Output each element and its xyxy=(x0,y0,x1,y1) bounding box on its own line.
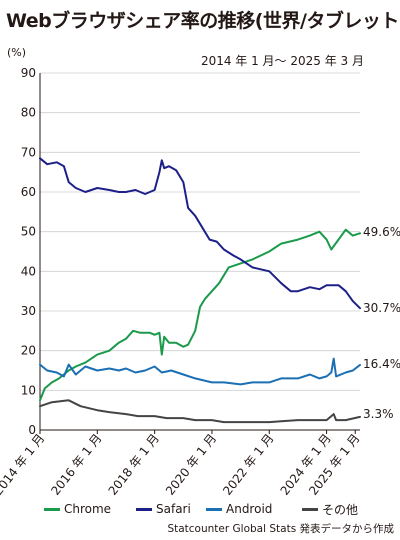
series-line-1 xyxy=(39,228,361,402)
series-line-2 xyxy=(39,157,361,310)
grid-lines xyxy=(40,72,360,391)
x-tick-label: 2016 年 1 月 xyxy=(48,431,104,498)
legend-label: その他 xyxy=(322,502,359,517)
legend-label: Safari xyxy=(156,502,191,516)
legend-swatch xyxy=(206,507,222,511)
x-tick-label: 2018 年 1 月 xyxy=(106,431,162,498)
x-tick-label: 2014 年 1 月 xyxy=(0,431,47,498)
series-lines xyxy=(39,157,361,424)
source-note: Statcounter Global Stats 発表データから作成 xyxy=(167,523,394,535)
y-tick-label: 40 xyxy=(21,264,36,278)
y-tick-label: 50 xyxy=(21,225,36,239)
period-label: 2014 年 1 月〜 2025 年 3 月 xyxy=(200,54,364,68)
end-value-label: 49.6% xyxy=(363,225,400,239)
legend-label: Chrome xyxy=(64,502,112,516)
series-line-3 xyxy=(39,357,361,386)
legend-item: Safari xyxy=(136,500,191,518)
end-value-label: 16.4% xyxy=(363,357,400,371)
y-tick-label: 20 xyxy=(21,344,36,358)
y-tick-label: 0 xyxy=(28,423,36,437)
chart-title: Webブラウザシェア率の推移(世界/タブレット) xyxy=(6,10,400,32)
legend: Chrome Safari Android その他 xyxy=(44,500,394,518)
legend-item: Chrome xyxy=(44,500,111,518)
axes xyxy=(39,73,360,434)
end-value-label: 3.3% xyxy=(363,407,394,421)
legend-swatch xyxy=(302,507,318,511)
x-tick-label: 2020 年 1 月 xyxy=(163,431,219,498)
y-tick-label: 90 xyxy=(21,66,36,80)
legend-label: Android xyxy=(226,502,273,516)
legend-item: Android xyxy=(206,500,272,518)
legend-swatch xyxy=(136,507,152,511)
end-value-label: 30.7% xyxy=(363,301,400,315)
legend-swatch xyxy=(44,507,60,511)
y-axis-unit: (%) xyxy=(7,46,27,59)
y-tick-label: 80 xyxy=(21,106,36,120)
y-tick-label: 30 xyxy=(21,304,36,318)
y-tick-label: 10 xyxy=(21,383,36,397)
series-line-4 xyxy=(39,399,361,424)
x-tick-label: 2022 年 1 月 xyxy=(220,431,276,498)
y-tick-label: 70 xyxy=(21,145,36,159)
y-tick-label: 60 xyxy=(21,185,36,199)
legend-item: その他 xyxy=(302,500,358,518)
